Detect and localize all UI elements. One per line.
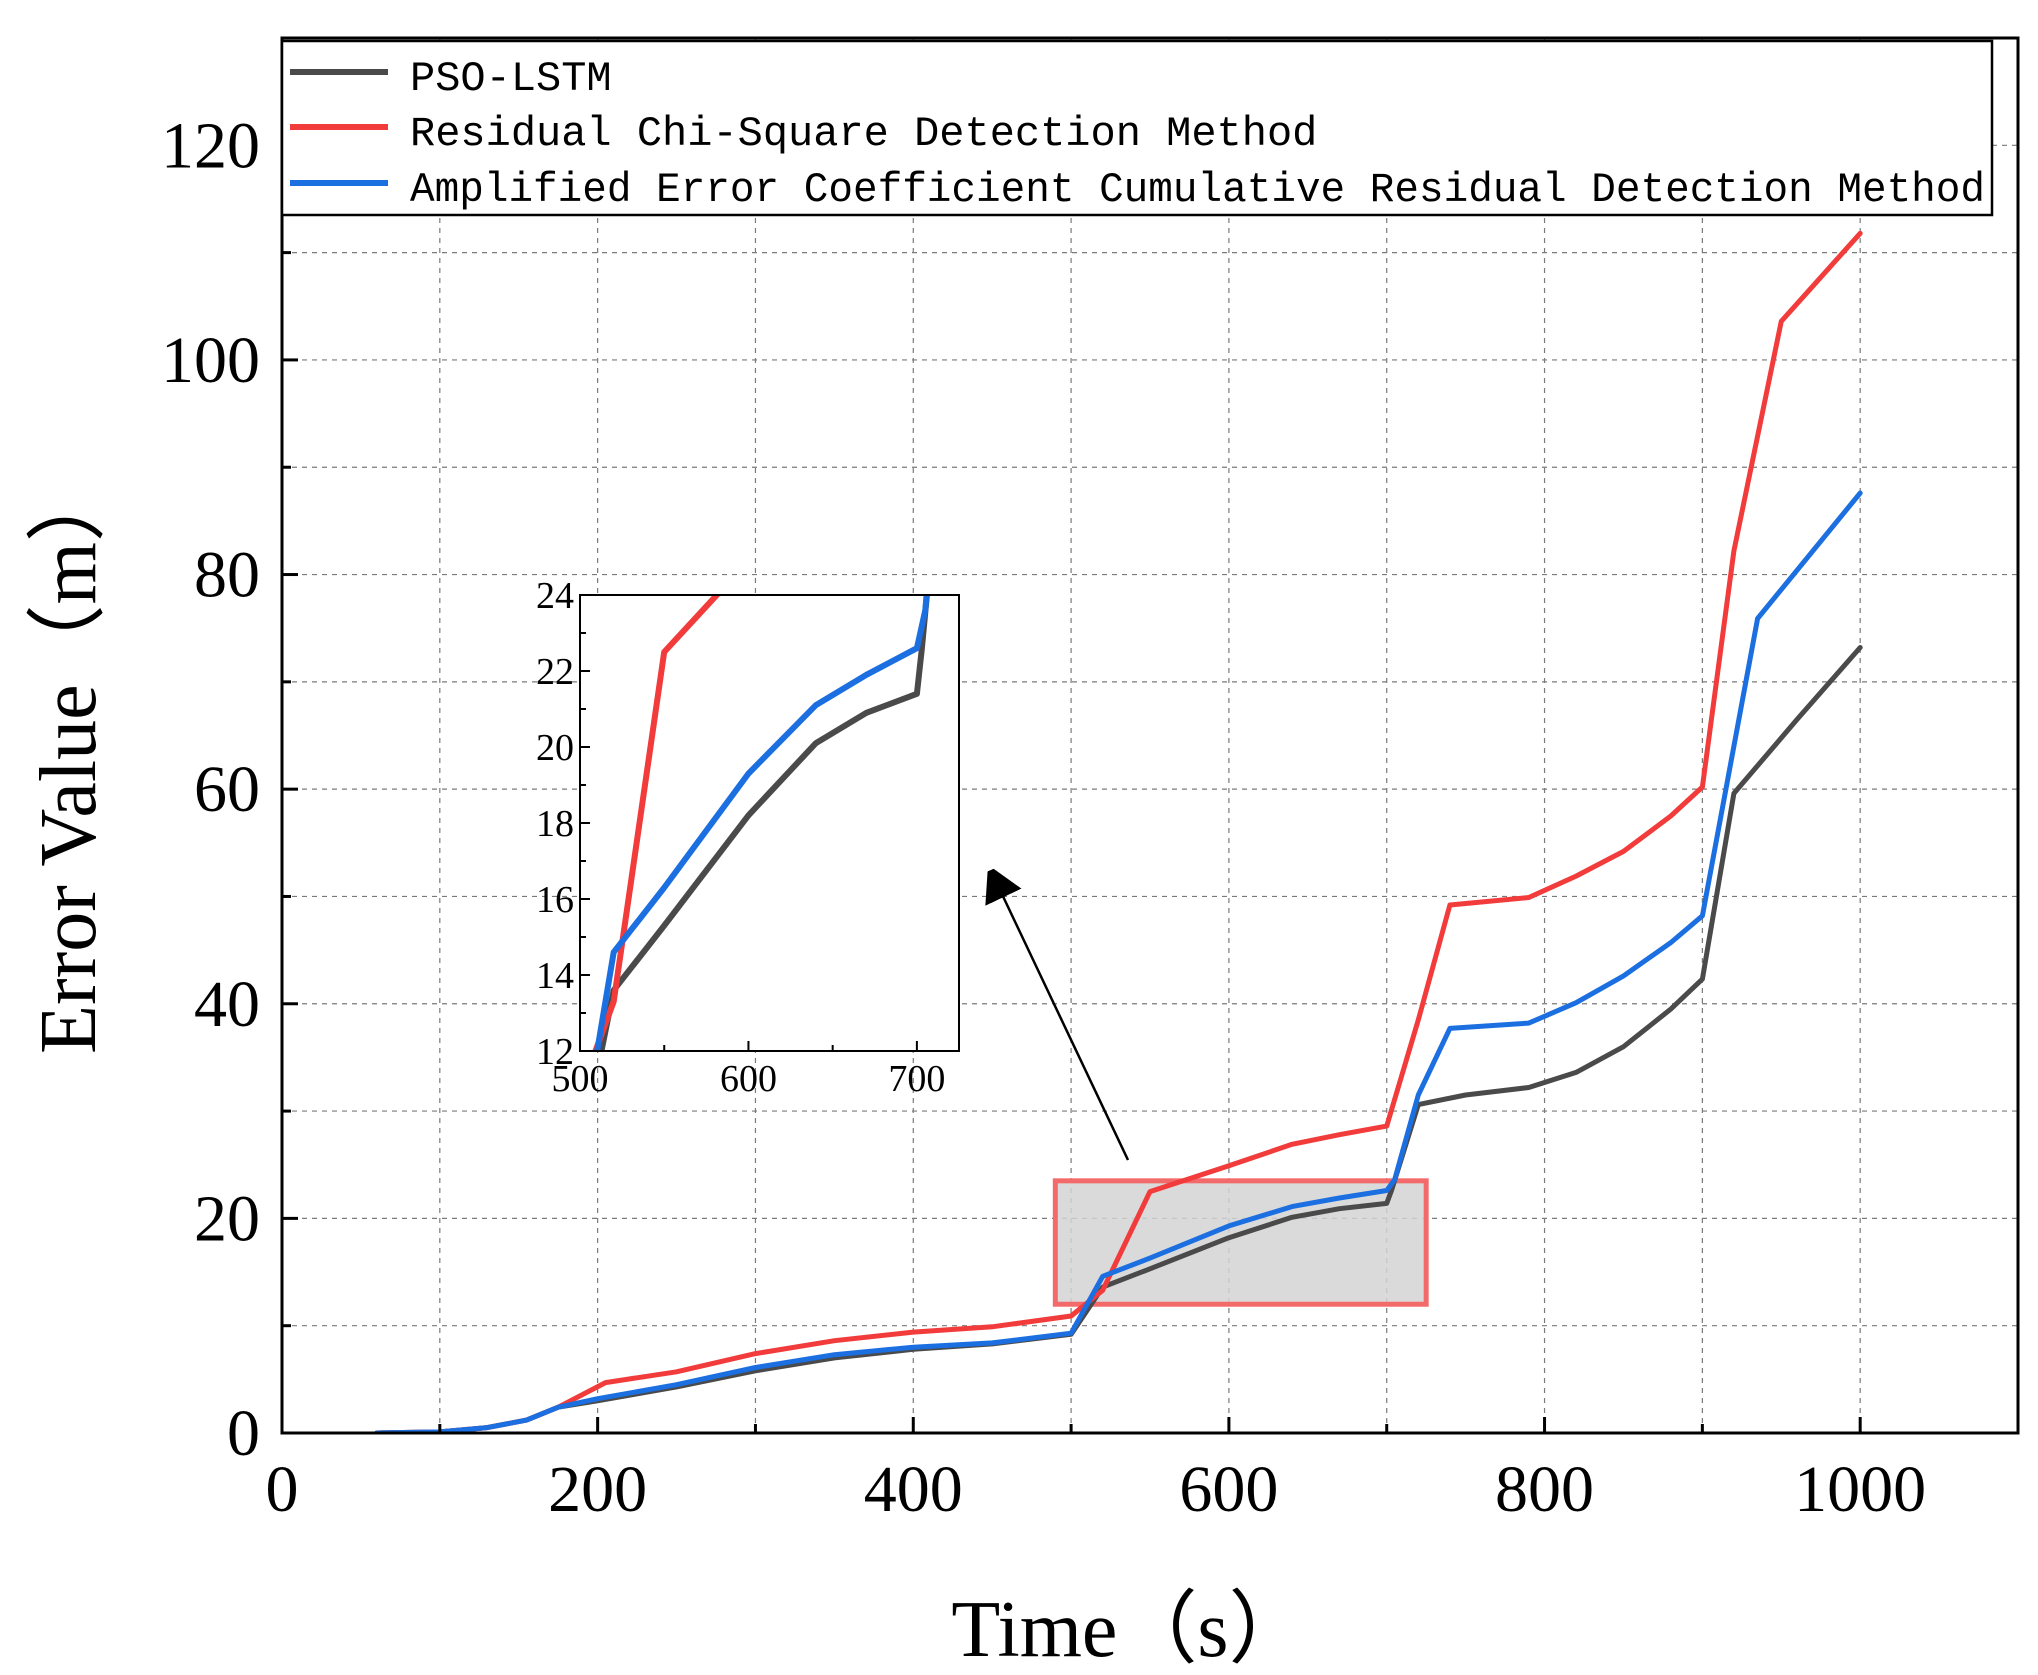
inset-y-tick-label: 22 [536, 651, 574, 693]
x-tick-label: 400 [864, 1453, 963, 1526]
y-tick-label: 120 [161, 109, 260, 182]
zoom-region [1052, 1178, 1429, 1307]
x-axis-title: Time（s） [951, 1586, 1308, 1674]
inset-x-tick-label: 600 [720, 1058, 777, 1100]
y-tick-label: 100 [161, 324, 260, 397]
series-line-amplified-error-coefficient-cumulative-residual-detection-method [374, 490, 1863, 1433]
inset-y-tick-label: 12 [536, 1031, 574, 1073]
x-tick-label: 0 [266, 1453, 299, 1526]
zoom-arrow [1000, 890, 1130, 1161]
inset-background [580, 595, 959, 1051]
legend: PSO-LSTM Residual Chi-Square Detection M… [280, 39, 1994, 217]
y-tick-label: 60 [194, 753, 260, 826]
series-line-residual-chi-square-detection-method [374, 230, 1863, 1433]
legend-label-chi-square: Residual Chi-Square Detection Method [410, 110, 1317, 158]
inset-y-tick-label: 14 [536, 955, 574, 997]
inset-ticks: 500 600 700 12 14 16 18 20 22 24 [536, 575, 945, 1100]
inset-y-tick-label: 18 [536, 803, 574, 845]
inset-series-line-amplified-error-coefficient-cumulative-residual-detection-method [594, 595, 930, 1051]
inset-y-tick-label: 24 [536, 575, 574, 617]
inset-y-tick-label: 16 [536, 879, 574, 921]
inset-series-line-residual-chi-square-detection-method [592, 595, 721, 1051]
y-tick-label: 80 [194, 539, 260, 612]
inset-series-lines [592, 595, 930, 1051]
legend-label-amplified-error: Amplified Error Coefficient Cumulative R… [410, 166, 1985, 214]
plot-frame [280, 36, 2020, 1435]
series-lines [374, 230, 1863, 1433]
inset-y-tick-label: 20 [536, 727, 574, 769]
inset-series-line-pso-lstm [598, 595, 930, 1051]
y-tick-label: 40 [194, 968, 260, 1041]
x-tick-label: 1000 [1794, 1453, 1926, 1526]
inset-x-tick-label: 500 [552, 1058, 609, 1100]
x-tick-label: 200 [548, 1453, 647, 1526]
legend-box [280, 39, 1994, 217]
inset-frame [579, 594, 960, 1052]
inset-x-tick-label: 700 [888, 1058, 945, 1100]
zoom-highlight-box [1052, 1178, 1429, 1307]
y-tick-label: 0 [227, 1397, 260, 1470]
axis-ticks: 0 200 400 600 800 1000 0 20 40 60 80 100 120 [161, 36, 2020, 1526]
y-axis-title: Error Value（m） [25, 462, 113, 1054]
y-tick-label: 20 [194, 1182, 260, 1255]
x-tick-label: 800 [1495, 1453, 1594, 1526]
legend-label-pso-lstm: PSO-LSTM [410, 55, 612, 103]
x-tick-label: 600 [1179, 1453, 1278, 1526]
